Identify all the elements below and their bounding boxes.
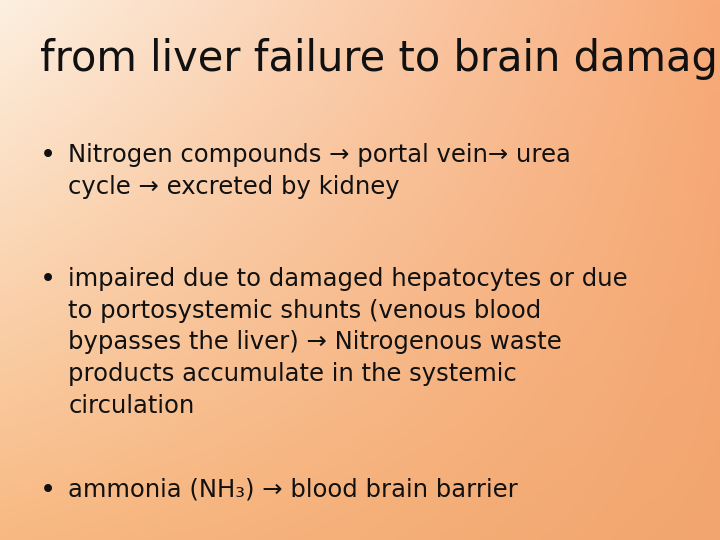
Text: from liver failure to brain damage: from liver failure to brain damage bbox=[40, 38, 720, 80]
Text: •: • bbox=[40, 478, 55, 504]
Text: •: • bbox=[40, 143, 55, 169]
Text: impaired due to damaged hepatocytes or due
to portosystemic shunts (venous blood: impaired due to damaged hepatocytes or d… bbox=[68, 267, 628, 418]
Text: •: • bbox=[40, 267, 55, 293]
Text: Nitrogen compounds → portal vein→ urea
cycle → excreted by kidney: Nitrogen compounds → portal vein→ urea c… bbox=[68, 143, 571, 199]
Text: ammonia (NH₃) → blood brain barrier: ammonia (NH₃) → blood brain barrier bbox=[68, 478, 518, 502]
